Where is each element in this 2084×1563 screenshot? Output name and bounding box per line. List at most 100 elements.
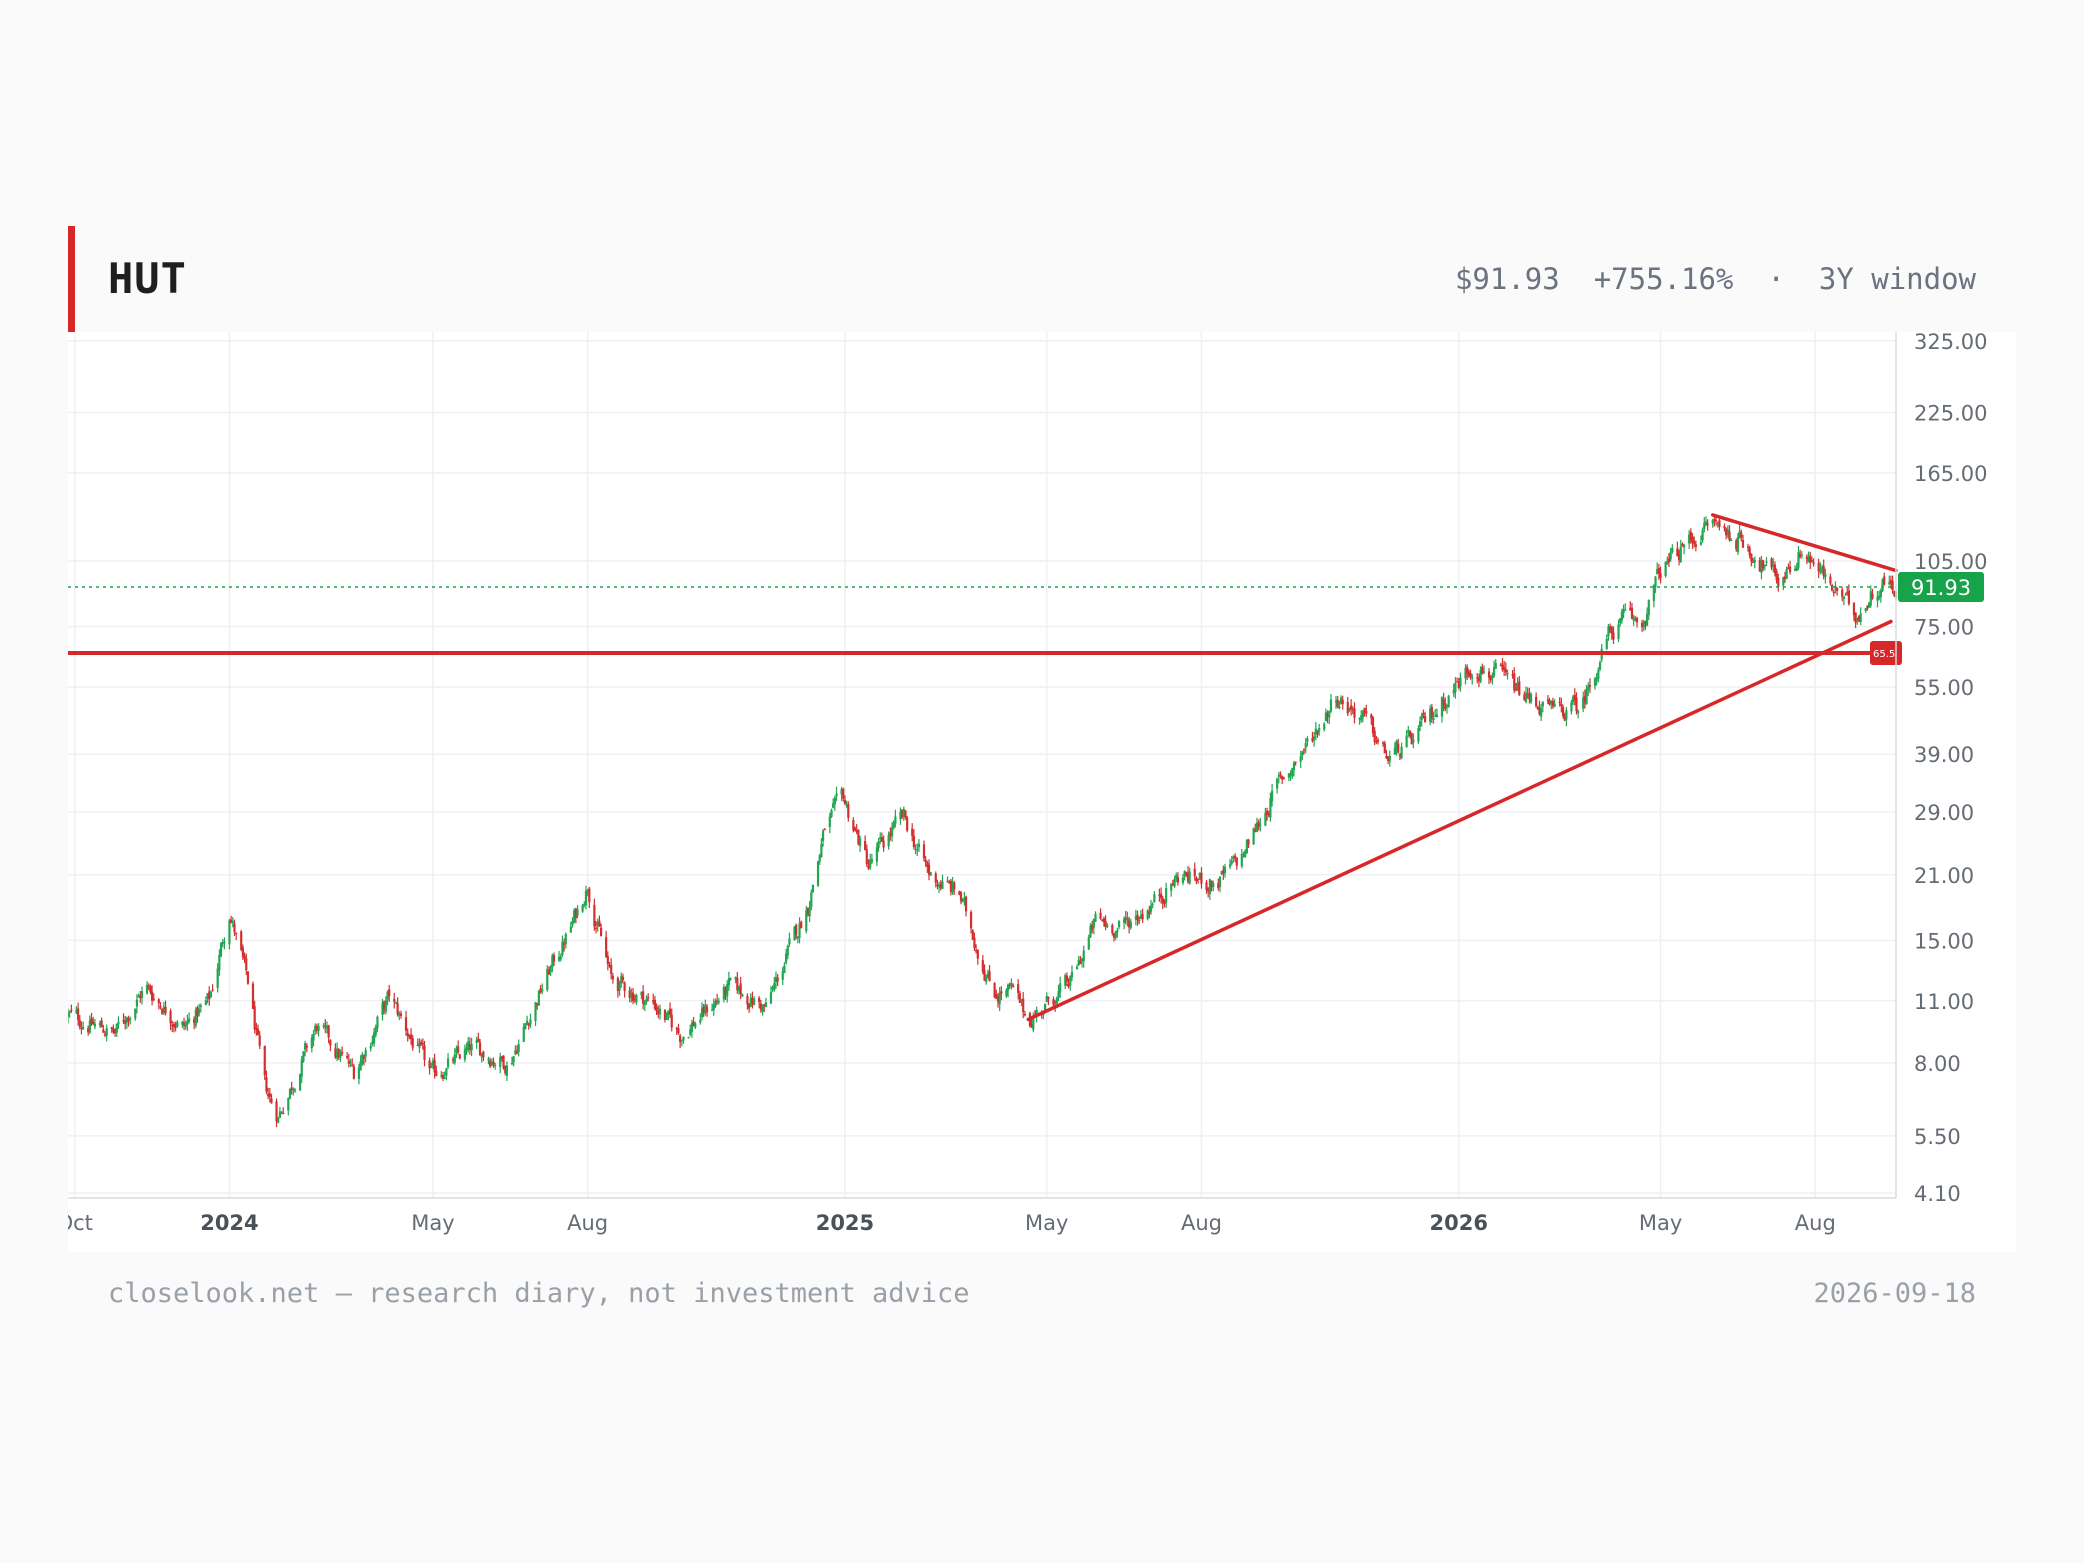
- candle-body: [161, 1008, 164, 1014]
- candle-body: [1185, 872, 1188, 875]
- chart-panel[interactable]: 91.93 65.5 325.00 225.00 165.00 105.00 75.00 5…: [57, 330, 2016, 1252]
- candle-body: [267, 1094, 270, 1097]
- candle-body: [631, 992, 635, 1002]
- candle-body: [1022, 998, 1025, 1012]
- candle-body: [630, 993, 633, 998]
- candle-body: [1112, 933, 1116, 938]
- candle-body: [995, 994, 998, 999]
- candle-body: [764, 1002, 768, 1008]
- candle-body: [193, 1019, 196, 1023]
- candle-body: [1550, 700, 1553, 704]
- candle-body: [1619, 618, 1622, 624]
- candle-body: [922, 844, 926, 859]
- candle-body: [1232, 856, 1235, 859]
- candle-body: [371, 1041, 374, 1045]
- candle-body: [1711, 520, 1714, 524]
- price-tick-label: 15.00: [1914, 929, 1974, 953]
- candle-body: [536, 1003, 539, 1005]
- candle-body: [1175, 874, 1178, 879]
- candle-body: [337, 1049, 340, 1058]
- candle-body: [292, 1088, 295, 1091]
- candle-body: [1741, 539, 1745, 548]
- candle-body: [547, 969, 551, 975]
- candle-body: [243, 955, 246, 959]
- candle-body: [963, 898, 966, 900]
- candle-body: [1540, 708, 1543, 717]
- candle-body: [1418, 721, 1422, 727]
- candle-body: [953, 882, 956, 890]
- candle-body: [1092, 918, 1095, 928]
- candle-body: [1883, 576, 1886, 585]
- candlestick-chart[interactable]: 91.93 65.5 325.00 225.00 165.00 105.00 75.00 5…: [57, 330, 2016, 1252]
- candle-body: [1726, 529, 1729, 534]
- candle-body: [561, 941, 564, 955]
- chart-header: HUT $91.93 +755.16% · 3Y window: [68, 226, 2016, 332]
- candle-body: [1126, 918, 1129, 921]
- candle-body: [1713, 519, 1716, 521]
- candle-body: [268, 1093, 271, 1097]
- horizontal-level-tag: [1870, 641, 1902, 666]
- candle-body: [359, 1060, 362, 1071]
- candle-body: [90, 1018, 93, 1024]
- candle-body: [100, 1020, 103, 1028]
- candle-body: [1432, 718, 1435, 720]
- candle-body: [433, 1059, 436, 1073]
- candle-body: [339, 1054, 342, 1058]
- candle-body: [835, 793, 838, 797]
- candle-body: [428, 1060, 431, 1069]
- candle-body: [1324, 712, 1328, 722]
- candle-body: [1878, 595, 1881, 599]
- candle-body: [182, 1022, 186, 1026]
- candle-body: [996, 997, 1000, 1002]
- candle-body: [606, 956, 609, 964]
- candle-body: [1291, 768, 1294, 777]
- candle-body: [1775, 571, 1778, 581]
- candle-body: [1469, 673, 1472, 678]
- candle-body: [1195, 877, 1198, 882]
- candle-body: [1499, 664, 1502, 666]
- candle-body: [564, 933, 567, 945]
- candle-body: [1257, 822, 1260, 828]
- candle-body: [736, 978, 739, 991]
- candle-body: [478, 1042, 482, 1056]
- candle-body: [1819, 568, 1822, 573]
- candle-body: [1255, 822, 1259, 832]
- candle-body: [1228, 864, 1232, 867]
- candle-body: [1511, 674, 1514, 676]
- candle-body: [611, 975, 614, 980]
- candle-body: [510, 1062, 514, 1065]
- candle-body: [75, 1010, 78, 1013]
- candle-body: [680, 1039, 683, 1041]
- candle-body: [255, 1027, 258, 1030]
- candle-body: [1577, 711, 1580, 714]
- candle-body: [1376, 739, 1380, 742]
- candle-body: [864, 841, 867, 850]
- candle-body: [1245, 840, 1248, 854]
- candle-body: [1677, 554, 1681, 561]
- candle-body: [287, 1097, 290, 1111]
- candle-body: [776, 977, 779, 982]
- price-axis: 325.00 225.00 165.00 105.00 75.00 55.00 39.00 2…: [1895, 330, 1987, 1206]
- last-price: $91.93: [1454, 262, 1560, 296]
- candle-body: [1010, 982, 1013, 985]
- candle-body: [1387, 756, 1390, 761]
- candle-body: [196, 1007, 199, 1017]
- candle-body: [88, 1020, 91, 1033]
- candle-body: [480, 1053, 483, 1058]
- candle-body: [1518, 681, 1521, 696]
- candle-body: [694, 1023, 697, 1028]
- candle-body: [1671, 547, 1674, 553]
- candle-body: [655, 1007, 658, 1012]
- candle-body: [1854, 612, 1857, 623]
- candle-body: [914, 848, 917, 851]
- candle-body: [1876, 596, 1879, 601]
- candle-body: [699, 1019, 702, 1023]
- candle-body: [522, 1026, 525, 1042]
- candle-body: [1824, 573, 1827, 578]
- candle-body: [1043, 1004, 1047, 1013]
- candle-body: [1358, 717, 1361, 720]
- candle-body: [573, 910, 576, 923]
- candle-body: [689, 1029, 692, 1035]
- candle-body: [134, 1008, 137, 1019]
- candle-body: [1654, 576, 1657, 587]
